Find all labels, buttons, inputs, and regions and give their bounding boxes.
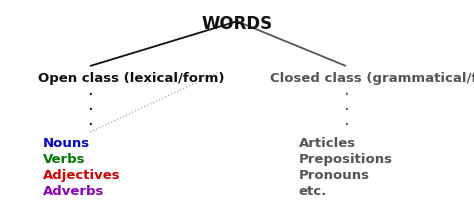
Text: ·: · [343,86,349,104]
Text: ·: · [87,86,93,104]
Text: Articles: Articles [299,137,356,150]
Text: Pronouns: Pronouns [299,169,370,182]
Text: WORDS: WORDS [201,15,273,33]
Text: Adverbs: Adverbs [43,185,104,198]
Text: Open class (lexical/form): Open class (lexical/form) [38,72,224,85]
Text: Verbs: Verbs [43,153,85,166]
Text: Prepositions: Prepositions [299,153,392,166]
Text: etc.: etc. [299,185,327,198]
Text: ·: · [87,116,93,134]
Text: Adjectives: Adjectives [43,169,120,182]
Text: Nouns: Nouns [43,137,90,150]
Text: ·: · [87,101,93,119]
Text: Closed class (grammatical/function): Closed class (grammatical/function) [270,72,474,85]
Text: ·: · [343,116,349,134]
Text: ·: · [343,101,349,119]
